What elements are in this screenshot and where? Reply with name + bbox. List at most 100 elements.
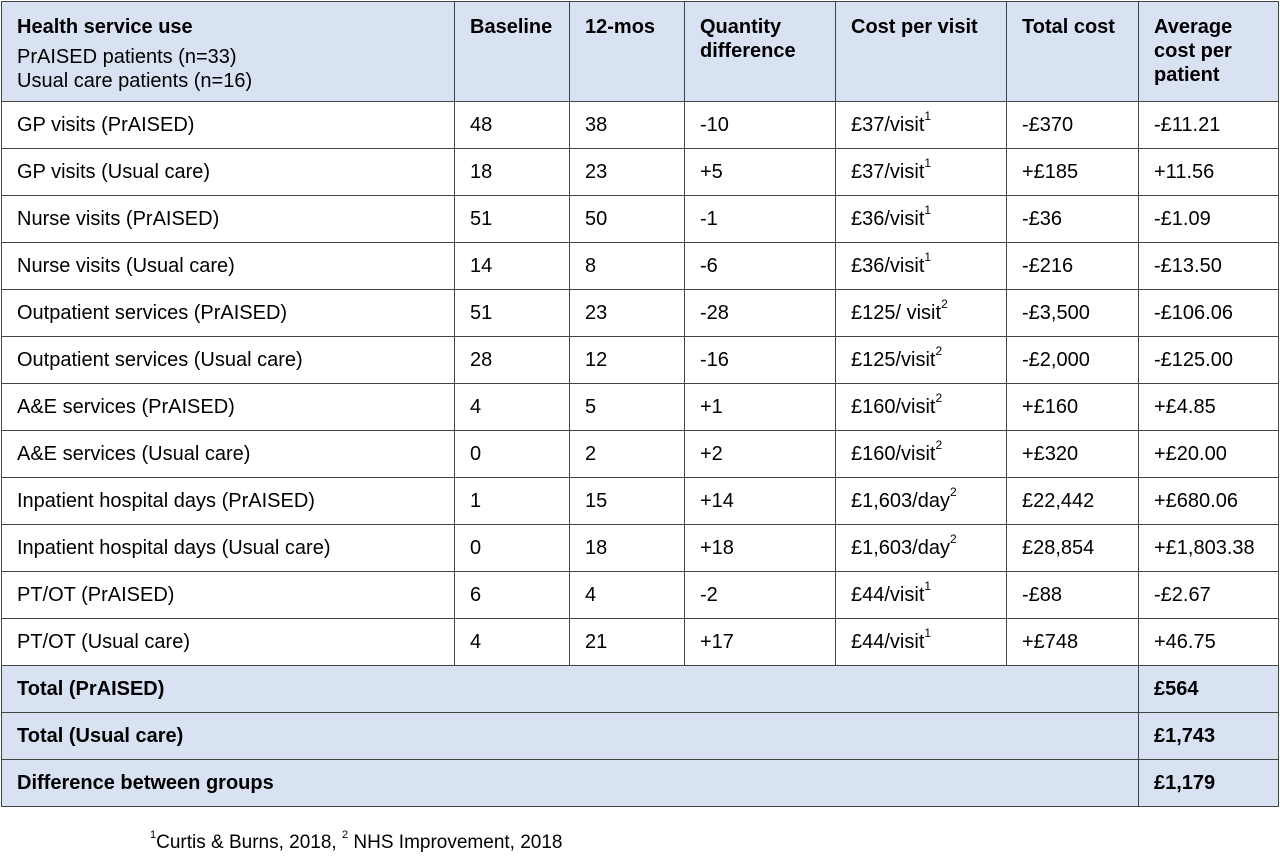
baseline-cell-text: 0 xyxy=(470,537,482,559)
total-cost-cell: -£2,000 xyxy=(1006,336,1139,384)
total-cost-cell-text: -£36 xyxy=(1022,208,1063,230)
quantity-difference-cell-text: -2 xyxy=(700,584,718,606)
service-cell: Inpatient hospital days (PrAISED) xyxy=(1,477,455,525)
cost-per-visit-cell-text: £125/visit xyxy=(851,349,936,371)
average-cost-cell-text: -£1.09 xyxy=(1154,208,1211,230)
baseline-cell: 6 xyxy=(454,571,570,619)
quantity-difference-cell-text: -10 xyxy=(700,114,729,136)
total-cost-cell: £22,442 xyxy=(1006,477,1139,525)
quantity-difference-cell-text: +14 xyxy=(700,490,734,512)
service-cell: GP visits (PrAISED) xyxy=(1,101,455,149)
12-mos-cell-text: 50 xyxy=(585,208,608,230)
header-quantity-difference: Quantity difference xyxy=(684,1,836,102)
footnote-reference: 2 xyxy=(949,532,957,547)
average-cost-cell: +46.75 xyxy=(1138,618,1279,666)
total-cost-cell: -£3,500 xyxy=(1006,289,1139,337)
cost-per-visit-cell-text: £1,603/day xyxy=(851,537,950,559)
totals-body: Total (PrAISED) £564 Total (Usual care) £1,… xyxy=(1,665,1279,807)
service-cell: Outpatient services (Usual care) xyxy=(1,336,455,384)
quantity-difference-cell-text: +5 xyxy=(700,161,723,183)
totals-value: £564 xyxy=(1138,665,1279,713)
table-row: A&E services (PrAISED) 4 5 +1 £160/visit2 +£1… xyxy=(1,383,1279,431)
quantity-difference-cell-text: +17 xyxy=(700,631,734,653)
total-cost-cell: £28,854 xyxy=(1006,524,1139,572)
cost-per-visit-cell: £1,603/day2 xyxy=(835,477,1007,525)
quantity-difference-cell-text: -28 xyxy=(700,302,729,324)
average-cost-cell-text: -£13.50 xyxy=(1154,255,1222,277)
totals-row: Difference between groups £1,179 xyxy=(1,759,1279,807)
service-cell: Nurse visits (PrAISED) xyxy=(1,195,455,243)
cost-per-visit-cell: £36/visit1 xyxy=(835,242,1007,290)
cost-per-visit-cell-text: £36/visit xyxy=(851,255,925,277)
service-cell-text: PT/OT (PrAISED) xyxy=(17,584,175,606)
average-cost-cell-text: +11.56 xyxy=(1154,161,1215,183)
cost-per-visit-cell: £37/visit1 xyxy=(835,148,1007,196)
baseline-cell: 28 xyxy=(454,336,570,384)
12-mos-cell-text: 5 xyxy=(585,396,597,418)
average-cost-cell-text: -£125.00 xyxy=(1154,349,1233,371)
average-cost-cell: +£4.85 xyxy=(1138,383,1279,431)
footnote-sup-1: 1 xyxy=(150,828,157,841)
service-cell: A&E services (PrAISED) xyxy=(1,383,455,431)
cost-per-visit-cell-text: £1,603/day xyxy=(851,490,950,512)
quantity-difference-cell-text: +1 xyxy=(700,396,723,418)
baseline-cell: 4 xyxy=(454,383,570,431)
average-cost-cell-text: +£1,803.38 xyxy=(1154,537,1255,559)
footnote-reference: 2 xyxy=(949,485,957,500)
12-mos-cell-text: 12 xyxy=(585,349,608,371)
table-row: PT/OT (Usual care) 4 21 +17 £44/visit1 +£748 +… xyxy=(1,618,1279,666)
12-mos-cell-text: 23 xyxy=(585,302,608,324)
footnote-reference: 1 xyxy=(924,109,932,124)
cost-per-visit-cell: £44/visit1 xyxy=(835,618,1007,666)
table-row: Nurse visits (PrAISED) 51 50 -1 £36/visit1 -£… xyxy=(1,195,1279,243)
cost-per-visit-cell-text: £44/visit xyxy=(851,631,925,653)
12-mos-cell: 23 xyxy=(569,148,685,196)
quantity-difference-cell: -10 xyxy=(684,101,836,149)
quantity-difference-cell: +5 xyxy=(684,148,836,196)
baseline-cell: 18 xyxy=(454,148,570,196)
baseline-cell: 0 xyxy=(454,524,570,572)
baseline-cell: 1 xyxy=(454,477,570,525)
total-cost-cell-text: +£185 xyxy=(1022,161,1079,183)
footnote-source-2: NHS Improvement, 2018 xyxy=(348,832,563,853)
average-cost-cell: +£1,803.38 xyxy=(1138,524,1279,572)
cost-per-visit-cell: £125/ visit2 xyxy=(835,289,1007,337)
12-mos-cell: 12 xyxy=(569,336,685,384)
baseline-cell-text: 18 xyxy=(470,161,493,183)
total-cost-cell-text: -£2,000 xyxy=(1022,349,1090,371)
service-cell: Nurse visits (Usual care) xyxy=(1,242,455,290)
service-cell: PT/OT (Usual care) xyxy=(1,618,455,666)
footnote-reference: 2 xyxy=(935,391,943,406)
total-cost-cell-text: £28,854 xyxy=(1022,537,1095,559)
quantity-difference-cell: -16 xyxy=(684,336,836,384)
quantity-difference-cell: -2 xyxy=(684,571,836,619)
quantity-difference-cell: +14 xyxy=(684,477,836,525)
baseline-cell: 48 xyxy=(454,101,570,149)
baseline-cell-text: 6 xyxy=(470,584,482,606)
total-cost-cell-text: -£88 xyxy=(1022,584,1063,606)
table-row: PT/OT (PrAISED) 6 4 -2 £44/visit1 -£88 -£2.67 xyxy=(1,571,1279,619)
header-row: Health service use PrAISED patients (n=3… xyxy=(1,1,1279,102)
baseline-cell-text: 51 xyxy=(470,302,493,324)
service-cell-text: GP visits (Usual care) xyxy=(17,161,211,183)
header-total-cost: Total cost xyxy=(1006,1,1139,102)
service-cell-text: PT/OT (Usual care) xyxy=(17,631,190,653)
average-cost-cell-text: -£2.67 xyxy=(1154,584,1211,606)
12-mos-cell-text: 2 xyxy=(585,443,597,465)
service-cell-text: Nurse visits (Usual care) xyxy=(17,255,235,277)
cost-per-visit-cell-text: £37/visit xyxy=(851,114,925,136)
totals-row: Total (PrAISED) £564 xyxy=(1,665,1279,713)
header-baseline: Baseline xyxy=(454,1,570,102)
totals-label: Total (Usual care) xyxy=(1,712,1139,760)
table-row: Inpatient hospital days (Usual care) 0 18 +… xyxy=(1,524,1279,572)
table-row: Outpatient services (Usual care) 28 12 -16 £… xyxy=(1,336,1279,384)
cost-per-visit-cell: £125/visit2 xyxy=(835,336,1007,384)
baseline-cell: 51 xyxy=(454,289,570,337)
total-cost-cell-text: -£370 xyxy=(1022,114,1074,136)
quantity-difference-cell: +18 xyxy=(684,524,836,572)
baseline-cell-text: 51 xyxy=(470,208,493,230)
service-cell: Inpatient hospital days (Usual care) xyxy=(1,524,455,572)
total-cost-cell: +£160 xyxy=(1006,383,1139,431)
12-mos-cell: 23 xyxy=(569,289,685,337)
12-mos-cell: 2 xyxy=(569,430,685,478)
